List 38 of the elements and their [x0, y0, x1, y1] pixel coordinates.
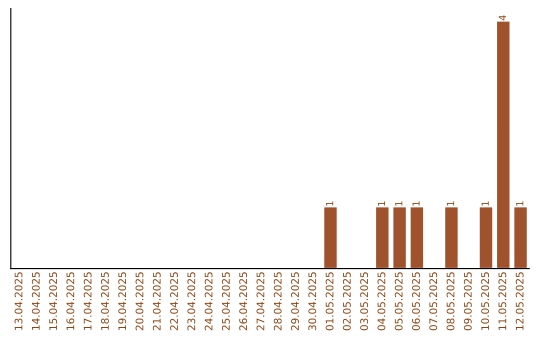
x-tick-label: 17.04.2025: [84, 272, 92, 330]
x-tick-label: 23.04.2025: [187, 272, 196, 330]
x-tick-label: 24.04.2025: [204, 272, 213, 330]
x-tick-label: 22.04.2025: [170, 272, 178, 330]
x-tick-label: 07.05.2025: [429, 272, 438, 330]
x-tick-label: 15.04.2025: [49, 272, 58, 330]
x-tick-label: 10.05.2025: [481, 272, 490, 330]
x-tick-label: 01.05.2025: [326, 272, 334, 330]
x-tick-label: 02.05.2025: [342, 272, 351, 330]
x-tick-label: 25.04.2025: [222, 272, 230, 330]
x-tick-label: 29.04.2025: [291, 272, 299, 330]
x-tick-label: 13.04.2025: [14, 272, 22, 330]
x-tick-label: 03.05.2025: [360, 272, 368, 330]
data-label: 1: [482, 201, 489, 206]
data-label: 1: [395, 201, 402, 206]
data-label: 1: [412, 201, 420, 206]
data-label: 4: [498, 15, 506, 20]
x-tick-label: 05.05.2025: [394, 272, 403, 330]
x-tick-label: 21.04.2025: [152, 272, 161, 330]
data-label: 1: [516, 201, 524, 206]
x-tick-label: 14.04.2025: [32, 272, 40, 330]
x-tick-label: 08.05.2025: [446, 272, 454, 330]
data-label: 1: [378, 201, 386, 206]
x-tick-label: 20.04.2025: [136, 272, 144, 330]
x-tick-label: 30.04.2025: [308, 272, 316, 330]
x-tick-label: 28.04.2025: [274, 272, 282, 330]
x-tick-label: 26.04.2025: [239, 272, 248, 330]
x-tick-label: 19.04.2025: [118, 272, 126, 330]
x-tick-label: 06.05.2025: [412, 272, 420, 330]
x-tick-label: 12.05.2025: [516, 272, 524, 330]
x-tick-label: 27.04.2025: [256, 272, 264, 330]
x-tick-label: 11.05.2025: [498, 272, 506, 330]
x-tick-label: 18.04.2025: [100, 272, 109, 330]
x-tick-label: 09.05.2025: [464, 272, 472, 330]
data-label: 1: [326, 201, 334, 206]
x-tick-label: 04.05.2025: [377, 272, 386, 330]
x-tick-label: 16.04.2025: [66, 272, 74, 330]
data-label: 1: [447, 201, 454, 206]
